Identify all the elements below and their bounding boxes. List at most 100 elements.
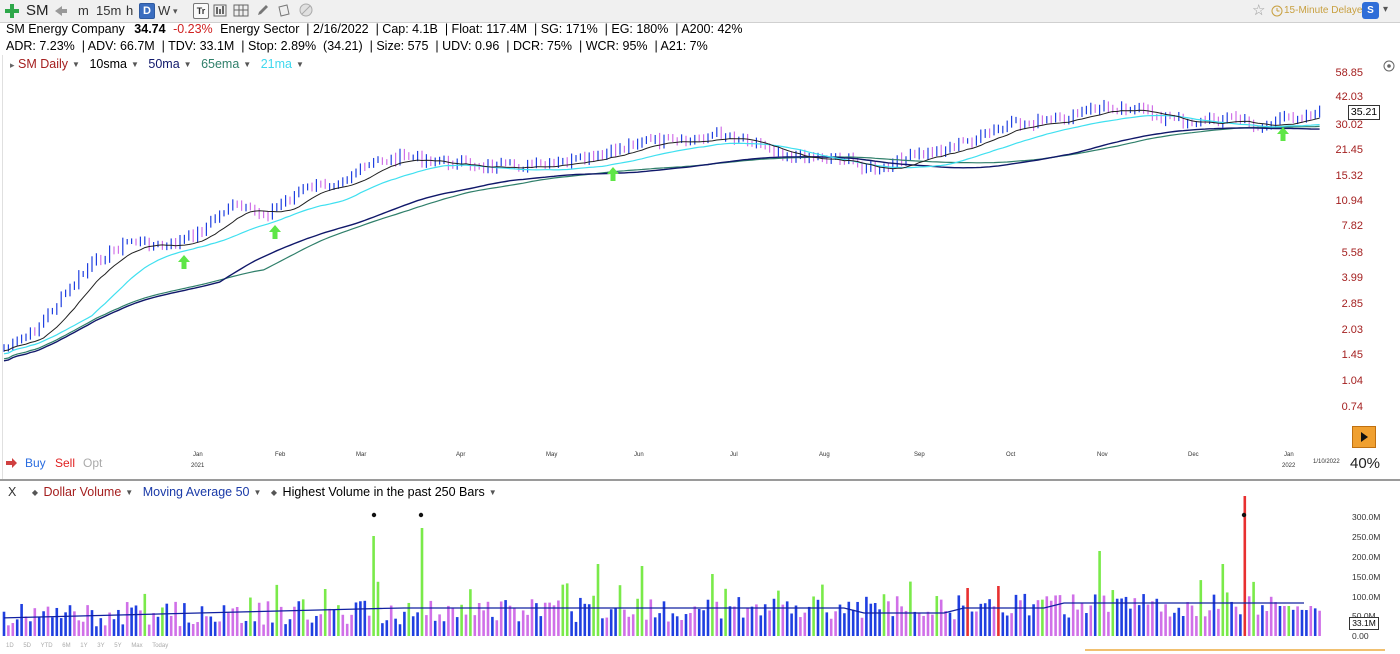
volume-tick: 50.0M: [1352, 611, 1376, 621]
interval-daily[interactable]: D: [139, 3, 155, 19]
range-6m[interactable]: 6M: [62, 643, 71, 649]
volume-bar: [213, 621, 217, 636]
month-label: Aug: [819, 452, 830, 458]
volume-bar: [354, 602, 358, 636]
range-ytd[interactable]: YTD: [40, 643, 53, 649]
interval-hour[interactable]: h: [126, 3, 134, 18]
volume-bar: [460, 604, 463, 636]
eraser-icon[interactable]: [299, 3, 313, 17]
trade-icon[interactable]: [4, 456, 20, 470]
sell-button[interactable]: Sell: [55, 456, 76, 470]
volume-chart[interactable]: [0, 481, 1347, 654]
volume-bar: [169, 615, 173, 636]
volume-bar: [1014, 594, 1018, 636]
ma-21ma-dropdown-icon[interactable]: ▼: [295, 60, 304, 70]
volume-bar: [1115, 598, 1119, 636]
range-1y[interactable]: 1Y: [80, 643, 88, 649]
ma-50ma[interactable]: 50ma: [148, 57, 180, 71]
quote-line-1: SM Energy Company 34.74 -0.23% Energy Se…: [6, 22, 742, 36]
chart-settings-icon[interactable]: [1383, 59, 1395, 72]
highest-volume-dropdown-icon[interactable]: ▼: [488, 488, 497, 498]
volume-bar: [121, 624, 125, 636]
volume-bar: [11, 623, 15, 636]
volume-bar: [605, 617, 609, 636]
volume-bar: [781, 604, 785, 636]
favorite-star-icon[interactable]: ☆: [1252, 2, 1266, 19]
symbol-legend-dropdown-icon[interactable]: ▼: [72, 60, 80, 70]
dollar-volume-legend[interactable]: Dollar Volume: [43, 485, 122, 499]
add-symbol-icon[interactable]: [4, 3, 20, 19]
volume-bar: [73, 611, 76, 636]
volume-bar: [785, 601, 789, 636]
volume-bar: [570, 611, 573, 636]
ma-50ma-dropdown-icon[interactable]: ▼: [183, 60, 192, 70]
volume-bar: [231, 608, 235, 636]
indicators-icon[interactable]: [213, 4, 227, 17]
interval-weekly[interactable]: W: [158, 3, 171, 18]
ma-65ema[interactable]: 65ema: [201, 57, 240, 71]
volume-bar: [772, 598, 776, 636]
highest-volume-legend[interactable]: Highest Volume in the past 250 Bars: [282, 485, 485, 499]
volume-bar: [667, 621, 670, 636]
options-button[interactable]: Opt: [83, 456, 103, 470]
volume-bar: [29, 621, 32, 636]
interval-15m[interactable]: 15m: [96, 3, 122, 18]
app-logo-icon[interactable]: S: [1362, 2, 1379, 19]
volume-bar: [548, 602, 551, 636]
moving-average-legend[interactable]: Moving Average 50: [142, 485, 250, 499]
dollar-volume-expand-icon[interactable]: ◆: [31, 488, 38, 498]
highest-volume-marker: [418, 512, 424, 518]
buy-signal-arrow-icon: [269, 225, 281, 239]
month-label: Apr: [456, 452, 466, 458]
dollar-volume-dropdown-icon[interactable]: ▼: [125, 488, 134, 498]
close-pane-button[interactable]: X: [8, 485, 17, 499]
range-5y[interactable]: 5Y: [114, 643, 122, 649]
layout-grid-icon[interactable]: [233, 4, 249, 17]
volume-bar: [112, 619, 116, 636]
volume-bar: [301, 599, 305, 636]
volume-bar: [1151, 601, 1154, 636]
highest-volume-expand-icon[interactable]: ◆: [270, 488, 278, 498]
scroll-indicator[interactable]: [1085, 649, 1385, 651]
volume-bar: [997, 586, 1000, 636]
notes-icon[interactable]: [277, 3, 291, 17]
volume-bar: [315, 615, 318, 636]
tape-icon[interactable]: Tr: [193, 3, 209, 19]
range-1d[interactable]: 1D: [6, 643, 14, 649]
buy-button[interactable]: Buy: [25, 456, 46, 470]
volume-bar: [174, 601, 177, 636]
volume-bar: [240, 622, 243, 636]
ma-21ma[interactable]: 21ma: [260, 57, 292, 71]
symbol-input[interactable]: SM: [26, 2, 49, 19]
draw-pencil-icon[interactable]: [256, 3, 270, 17]
volume-bar: [816, 599, 820, 636]
settings-dropdown[interactable]: ▾: [1383, 4, 1389, 15]
volume-bar: [271, 622, 274, 636]
volume-bar: [293, 606, 296, 636]
range-5d[interactable]: 5D: [23, 643, 32, 649]
volume-bar: [117, 609, 120, 636]
ma-10sma[interactable]: 10sma: [89, 57, 127, 71]
pane-divider[interactable]: [0, 479, 1400, 481]
volume-bar: [543, 602, 547, 636]
price-tick: 2.85: [1341, 298, 1363, 310]
moving-average-dropdown-icon[interactable]: ▼: [253, 488, 262, 498]
price-chart[interactable]: [0, 55, 1347, 479]
volume-bar: [631, 614, 635, 636]
symbol-legend[interactable]: SM Daily: [18, 57, 69, 71]
range-3y[interactable]: 3Y: [97, 643, 105, 649]
range-today[interactable]: Today: [152, 643, 169, 649]
chevron-icon[interactable]: ▸: [10, 60, 15, 70]
range-max[interactable]: Max: [131, 643, 143, 649]
chart-type-dropdown[interactable]: ▾: [173, 6, 178, 16]
volume-bar: [887, 601, 890, 636]
ma-10sma-dropdown-icon[interactable]: ▼: [130, 60, 139, 70]
play-button[interactable]: [1352, 426, 1376, 448]
volume-bar: [178, 626, 182, 636]
link-icon[interactable]: [54, 4, 68, 16]
month-label: May: [546, 452, 558, 458]
ma-65ema-dropdown-icon[interactable]: ▼: [243, 60, 252, 70]
volume-bar: [218, 621, 221, 636]
month-label: Oct: [1006, 452, 1016, 458]
interval-minute[interactable]: m: [78, 3, 89, 18]
